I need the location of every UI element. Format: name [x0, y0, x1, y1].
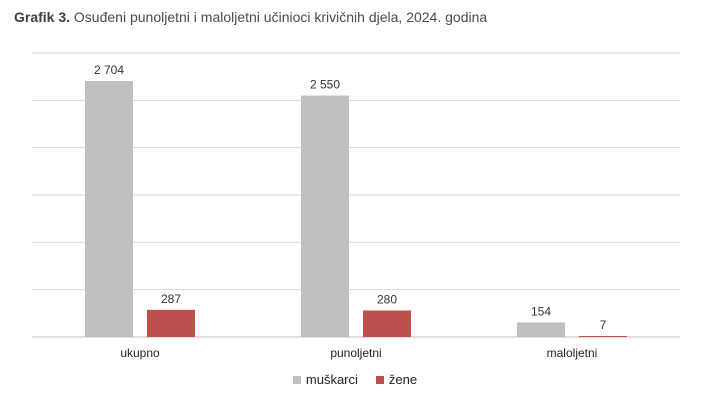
- bar-zene-ukupno: [147, 309, 195, 337]
- value-label-muskarci-punoljetni: 2 550: [310, 78, 340, 92]
- chart-title-prefix: Grafik 3.: [14, 9, 71, 25]
- legend-swatch-zene: [375, 375, 384, 384]
- value-label-zene-maloljetni: 7: [600, 318, 607, 332]
- gridlines: [32, 52, 680, 338]
- legend-label-muskarci: muškarci: [305, 372, 358, 387]
- value-label-muskarci-maloljetni: 154: [531, 304, 551, 318]
- bar-muskarci-punoljetni: [301, 95, 349, 337]
- legend-item-muskarci: muškarci: [292, 372, 358, 387]
- category-label-ukupno: ukupno: [120, 346, 160, 360]
- bar-muskarci-maloljetni: [517, 322, 565, 337]
- bar-muskarci-ukupno: [85, 81, 133, 337]
- category-label-punoljetni: punoljetni: [330, 346, 381, 360]
- value-labels: 2 704 287 2 550 280 154 7: [94, 63, 607, 332]
- bar-zene-maloljetni: [579, 336, 627, 337]
- value-label-zene-punoljetni: 280: [377, 292, 397, 306]
- legend-item-zene: žene: [375, 372, 418, 387]
- value-label-muskarci-ukupno: 2 704: [94, 63, 124, 77]
- value-label-zene-ukupno: 287: [161, 292, 181, 306]
- chart-title-text: Osuđeni punoljetni i maloljetni učinioci…: [73, 9, 488, 25]
- category-labels: ukupno punoljetni maloljetni: [120, 346, 597, 360]
- legend: muškarci žene: [0, 372, 710, 387]
- legend-label-zene: žene: [388, 372, 418, 387]
- legend-swatch-muskarci: [292, 375, 301, 384]
- bar-zene-punoljetni: [363, 310, 411, 337]
- bars: [85, 81, 627, 337]
- category-label-maloljetni: maloljetni: [547, 346, 598, 360]
- chart-title: Grafik 3. Osuđeni punoljetni i maloljetn…: [14, 9, 487, 25]
